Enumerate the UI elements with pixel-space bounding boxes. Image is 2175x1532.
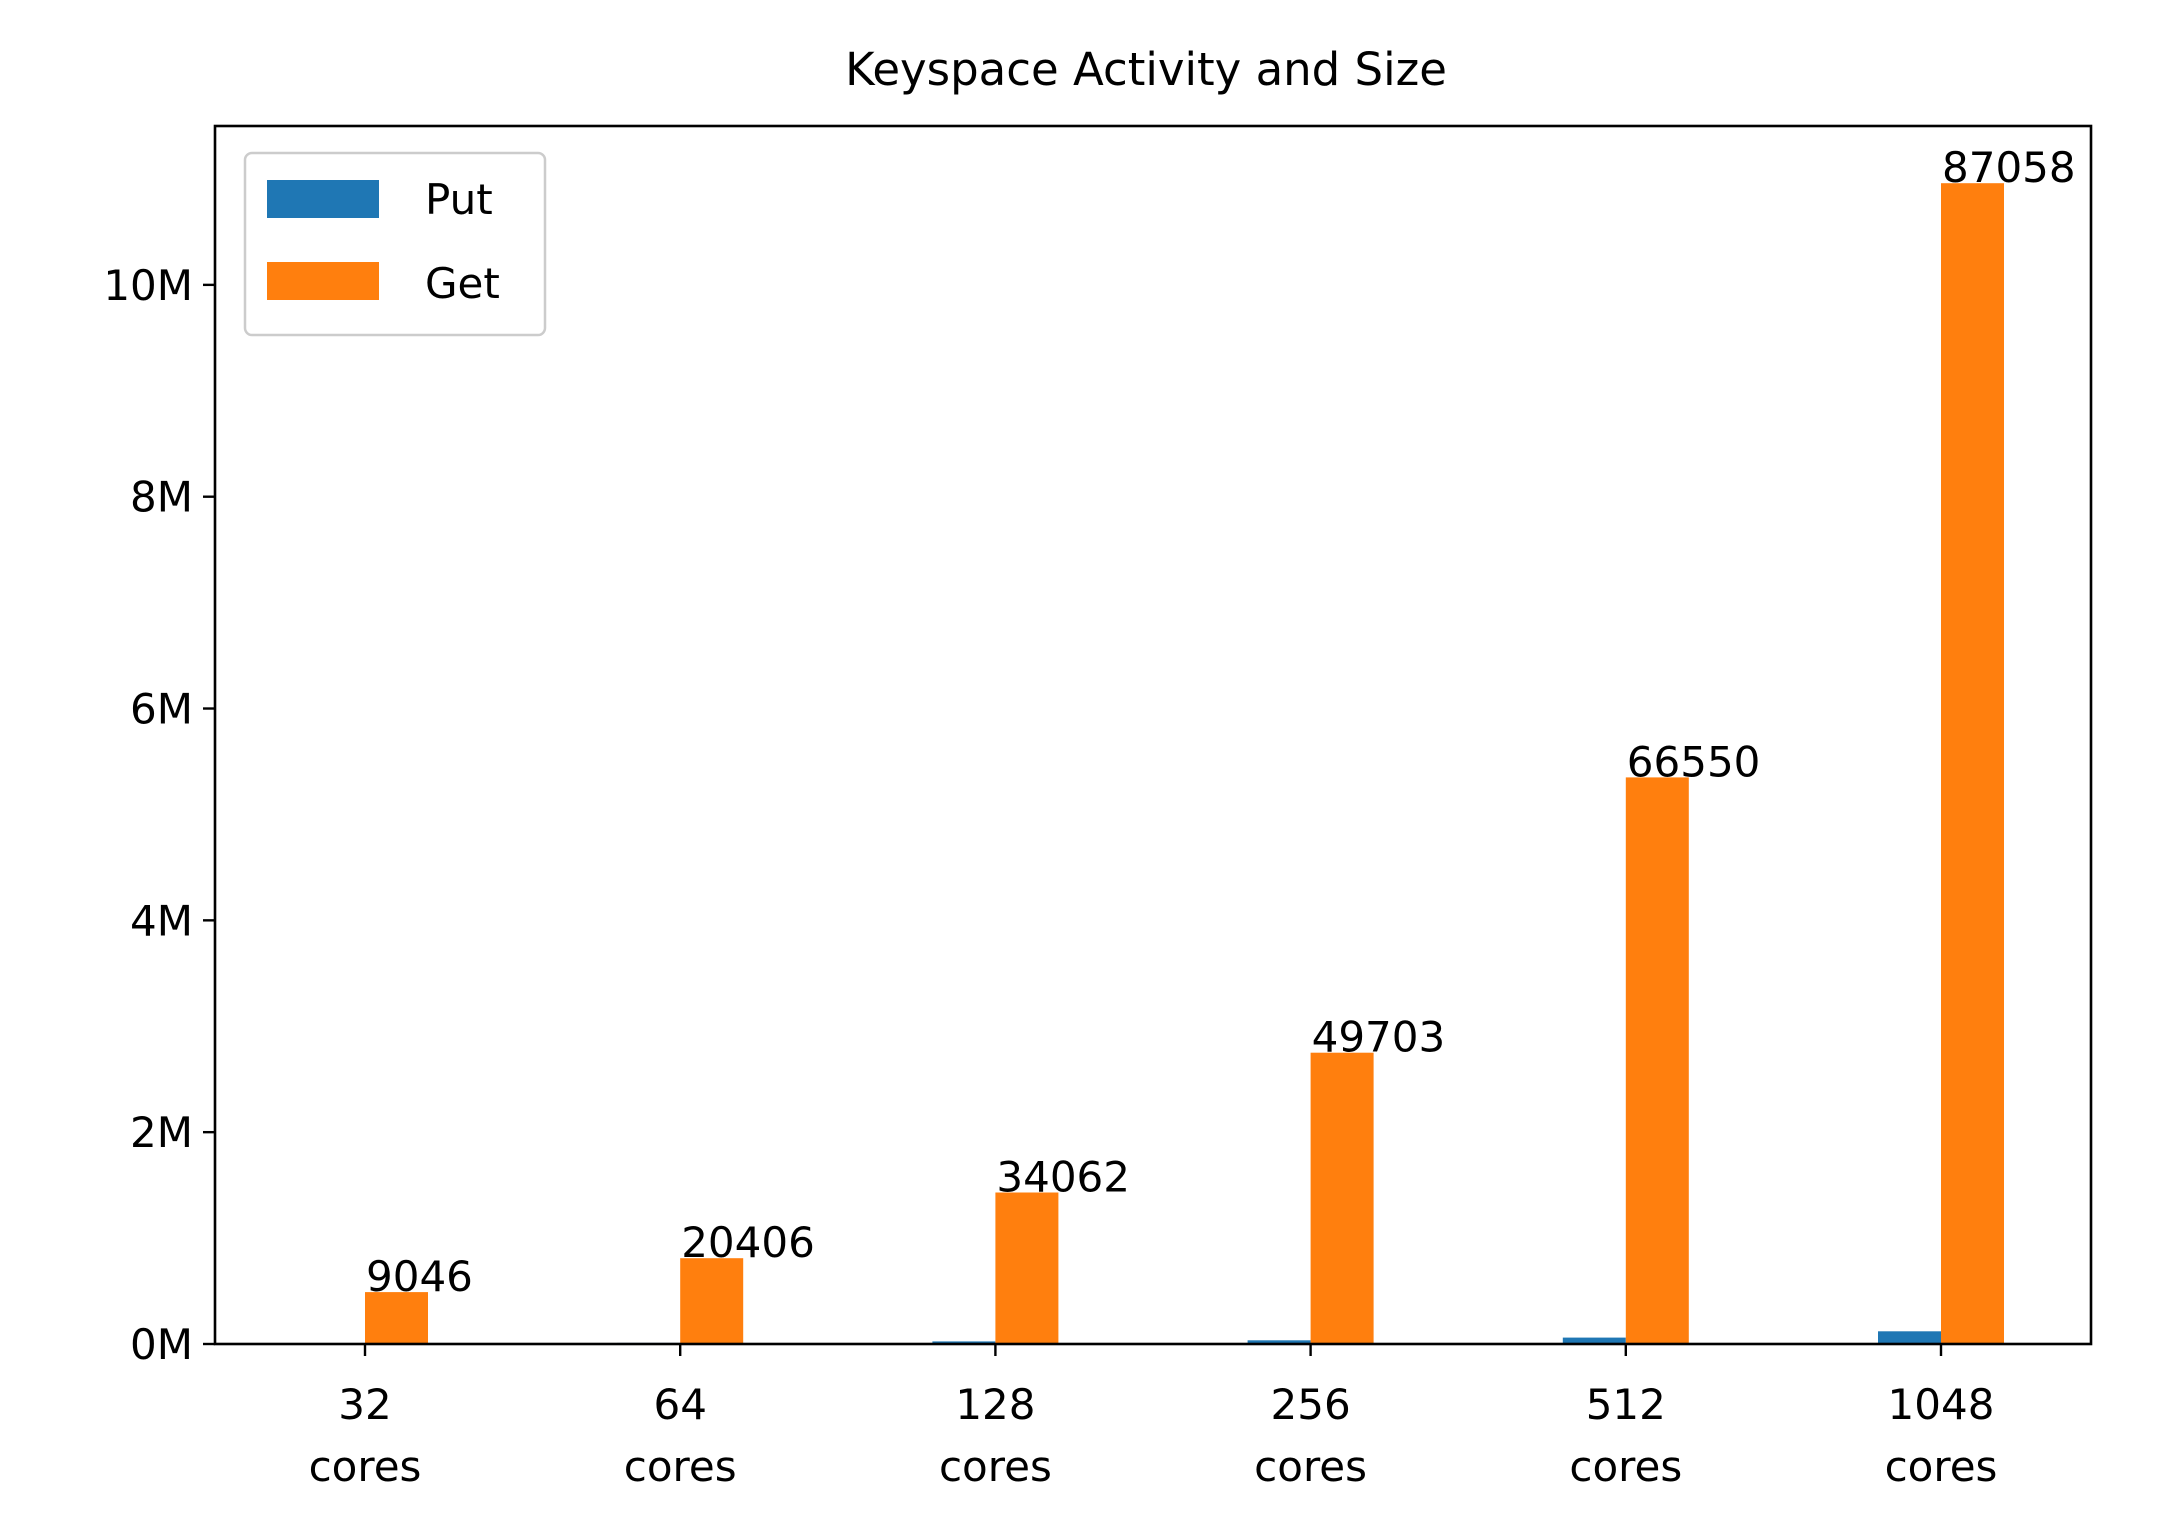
bar-value-label: 34062 [996, 1153, 1130, 1202]
x-tick-label: 256 cores [1254, 1380, 1367, 1491]
y-tick-label: 4M [130, 896, 193, 945]
x-tick-label: 512 cores [1569, 1380, 1682, 1491]
bar-labels-layer: 9046 20406 34062 49703 66550 87058 [366, 143, 2076, 1301]
bar-get [1625, 777, 1689, 1344]
y-tick-label: 8M [130, 473, 193, 522]
bar-get [680, 1258, 744, 1344]
bar-value-label: 20406 [681, 1218, 815, 1267]
x-tick-label: 32 cores [309, 1380, 422, 1491]
y-tick-label: 10M [103, 261, 193, 310]
bar-put [1878, 1331, 1941, 1344]
bar-put [1247, 1340, 1311, 1344]
bar-value-label: 66550 [1627, 737, 1761, 786]
x-tick-label: 64 cores [624, 1380, 737, 1491]
bar-get [365, 1292, 428, 1344]
legend-label-get: Get [425, 259, 500, 308]
bar-value-label: 49703 [1312, 1013, 1446, 1062]
bar-get [995, 1192, 1059, 1344]
legend: Put Get [243, 151, 547, 337]
y-tick-label: 6M [130, 685, 193, 734]
legend-label-put: Put [425, 175, 493, 224]
x-tick-label: 128 cores [939, 1380, 1052, 1491]
bar-put [1562, 1337, 1626, 1344]
bar-put [932, 1341, 996, 1344]
bars-layer [302, 183, 2004, 1345]
chart-title: Keyspace Activity and Size [845, 43, 1447, 96]
y-tick-label: 0M [130, 1320, 193, 1369]
legend-swatch-get [267, 262, 379, 300]
plot-frame [213, 124, 2093, 1346]
y-tick-label: 2M [130, 1108, 193, 1157]
bar-get [1310, 1052, 1374, 1344]
legend-swatch-put [267, 180, 379, 218]
x-tick-label: 1048 cores [1885, 1380, 1998, 1491]
bar-get [1941, 183, 2004, 1345]
y-axis: 0M 2M 4M 6M 8M 10M [103, 261, 215, 1369]
bar-value-label: 9046 [366, 1252, 473, 1301]
x-axis: 32 cores 64 cores 128 cores 256 cores 512 cores 10… [309, 1344, 1998, 1491]
bar-value-label: 87058 [1942, 143, 2076, 192]
